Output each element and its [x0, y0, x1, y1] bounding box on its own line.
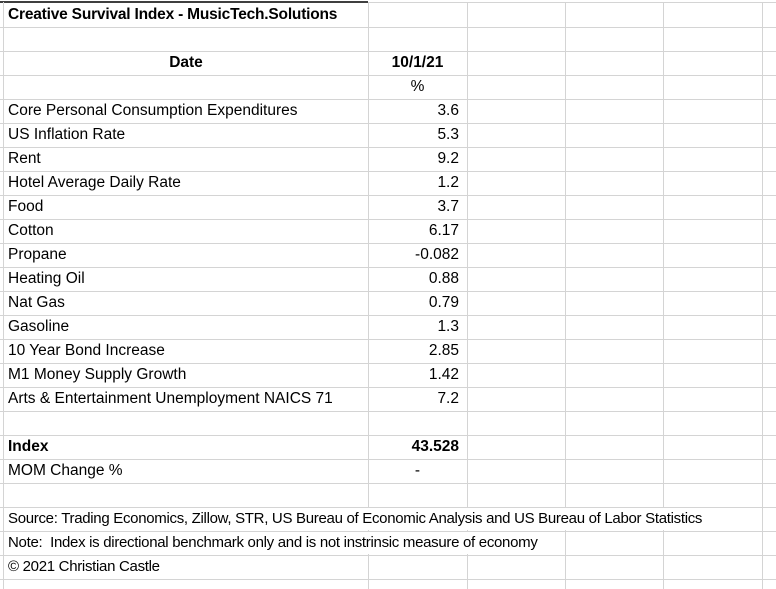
- row-label-10yr-bond[interactable]: 10 Year Bond Increase: [8, 342, 165, 359]
- row-gridline: [0, 531, 776, 532]
- sheet-title-cell[interactable]: Creative Survival Index - MusicTech.Solu…: [8, 6, 338, 23]
- row-label-nat-gas[interactable]: Nat Gas: [8, 294, 65, 311]
- row-gridline: [0, 123, 776, 124]
- row-value-arts-ent-unemployment[interactable]: 7.2: [437, 390, 459, 407]
- column-gridline: [762, 2, 763, 589]
- row-value-core-pce[interactable]: 3.6: [437, 102, 459, 119]
- row-value-10yr-bond[interactable]: 2.85: [428, 342, 459, 359]
- row-gridline: [0, 171, 776, 172]
- row-value-nat-gas[interactable]: 0.79: [428, 294, 459, 311]
- row-gridline: [0, 75, 776, 76]
- row-gridline: [0, 195, 776, 196]
- row-value-hotel-adr[interactable]: 1.2: [437, 174, 459, 191]
- row-label-gasoline[interactable]: Gasoline: [8, 318, 70, 335]
- title-top-border: [0, 1, 368, 3]
- row-value-food[interactable]: 3.7: [437, 198, 459, 215]
- row-gridline: [0, 243, 776, 244]
- column-gridline: [368, 2, 369, 589]
- row-gridline: [0, 291, 776, 292]
- row-gridline: [0, 339, 776, 340]
- row-gridline: [0, 483, 776, 484]
- row-gridline: [0, 147, 776, 148]
- column-gridline: [3, 2, 4, 589]
- column-gridline: [467, 2, 468, 589]
- copyright-cell[interactable]: © 2021 Christian Castle: [4, 556, 166, 578]
- top-gridline: [368, 2, 776, 3]
- row-label-us-inflation[interactable]: US Inflation Rate: [8, 126, 126, 143]
- row-gridline: [0, 219, 776, 220]
- row-gridline: [0, 315, 776, 316]
- row-label-hotel-adr[interactable]: Hotel Average Daily Rate: [8, 174, 181, 191]
- row-label-rent[interactable]: Rent: [8, 150, 41, 167]
- row-label-food[interactable]: Food: [8, 198, 44, 215]
- index-value-cell[interactable]: 43.528: [411, 438, 459, 455]
- row-gridline: [0, 387, 776, 388]
- index-label-cell[interactable]: Index: [8, 438, 49, 455]
- row-value-propane[interactable]: -0.082: [415, 246, 459, 263]
- row-gridline: [0, 411, 776, 412]
- row-gridline: [0, 555, 776, 556]
- row-label-cotton[interactable]: Cotton: [8, 222, 54, 239]
- row-label-arts-ent-unemployment[interactable]: Arts & Entertainment Unemployment NAICS …: [8, 390, 333, 407]
- row-value-gasoline[interactable]: 1.3: [437, 318, 459, 335]
- row-label-propane[interactable]: Propane: [8, 246, 67, 263]
- mom-change-value-cell[interactable]: -: [414, 462, 421, 479]
- mom-change-label-cell[interactable]: MOM Change %: [8, 462, 123, 479]
- row-gridline: [0, 267, 776, 268]
- index-note-cell[interactable]: Note: Index is directional benchmark onl…: [4, 532, 544, 554]
- row-value-m1-money[interactable]: 1.42: [428, 366, 459, 383]
- row-gridline: [0, 459, 776, 460]
- row-label-m1-money[interactable]: M1 Money Supply Growth: [8, 366, 187, 383]
- row-gridline: [0, 435, 776, 436]
- row-label-core-pce[interactable]: Core Personal Consumption Expenditures: [8, 102, 298, 119]
- row-gridline: [0, 579, 776, 580]
- header-date-label-cell[interactable]: Date: [169, 54, 203, 71]
- row-gridline: [0, 51, 776, 52]
- column-gridline: [663, 2, 664, 589]
- row-value-cotton[interactable]: 6.17: [428, 222, 459, 239]
- row-value-rent[interactable]: 9.2: [437, 150, 459, 167]
- row-gridline: [0, 27, 776, 28]
- row-gridline: [0, 99, 776, 100]
- source-note-cell[interactable]: Source: Trading Economics, Zillow, STR, …: [4, 508, 709, 530]
- row-value-heating-oil[interactable]: 0.88: [428, 270, 459, 287]
- row-value-us-inflation[interactable]: 5.3: [437, 126, 459, 143]
- header-unit-cell[interactable]: %: [410, 78, 425, 95]
- row-label-heating-oil[interactable]: Heating Oil: [8, 270, 85, 287]
- header-date-value-cell[interactable]: 10/1/21: [391, 54, 444, 71]
- column-gridline: [565, 2, 566, 589]
- row-gridline: [0, 363, 776, 364]
- row-gridline: [0, 507, 776, 508]
